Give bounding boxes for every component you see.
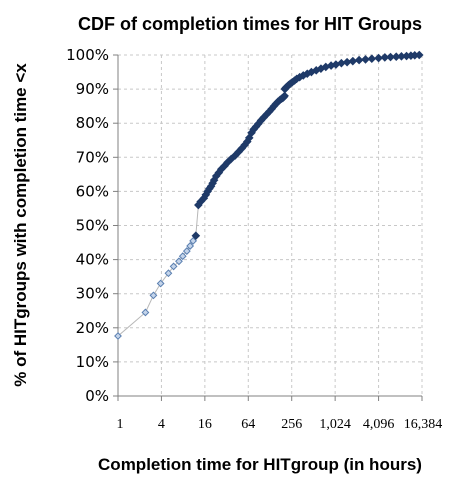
- x-tick-label: 1,024: [319, 417, 351, 432]
- y-tick-label: 40%: [76, 251, 109, 269]
- data-point: [182, 247, 191, 255]
- data-point: [280, 91, 289, 101]
- x-tick-label: 1: [117, 417, 124, 432]
- data-point: [354, 55, 364, 65]
- data-point: [141, 308, 150, 317]
- data-point: [114, 332, 122, 340]
- data-point: [367, 54, 377, 64]
- x-tick-label: 64: [241, 417, 255, 432]
- x-tick-label: 4: [158, 417, 165, 432]
- data-point: [361, 55, 370, 64]
- data-point: [149, 291, 158, 300]
- data-point: [156, 279, 165, 288]
- data-point: [189, 236, 198, 245]
- y-axis-label: % of HITgroups with completion time <x: [11, 63, 30, 387]
- data-point: [374, 53, 383, 63]
- y-tick-label: 100%: [66, 46, 109, 64]
- data-point: [414, 50, 424, 60]
- data-point: [186, 242, 195, 250]
- y-tick-label: 30%: [76, 285, 109, 303]
- data-point: [175, 257, 183, 266]
- data-series: [114, 50, 424, 340]
- y-tick-label: 70%: [76, 148, 109, 166]
- y-tick-label: 50%: [76, 217, 109, 235]
- x-axis-label: Completion time for HITgroup (in hours): [98, 455, 422, 474]
- x-tick-label: 16: [198, 417, 212, 432]
- data-point: [178, 252, 187, 261]
- y-tick-labels: 0% 10% 20% 30% 40% 50% 60% 70% 80% 90% 100%: [66, 46, 109, 405]
- x-tick-label: 16,384: [404, 417, 443, 432]
- y-tick-label: 90%: [76, 80, 109, 98]
- y-tick-label: 0%: [85, 387, 109, 405]
- data-point: [164, 269, 173, 278]
- axes: [113, 54, 423, 401]
- x-tick-label: 256: [281, 417, 302, 432]
- y-tick-label: 80%: [76, 114, 109, 132]
- data-point: [348, 56, 358, 66]
- data-point: [191, 231, 201, 241]
- chart-title: CDF of completion times for HIT Groups: [78, 14, 422, 34]
- y-tick-label: 10%: [76, 353, 109, 371]
- x-tick-label: 4,096: [363, 417, 395, 432]
- y-tick-label: 20%: [76, 319, 109, 337]
- grid-lines: [118, 54, 423, 396]
- x-tick-labels: 1 4 16 64 256 1,024 4,096 16,384: [117, 417, 443, 432]
- y-tick-label: 60%: [76, 182, 109, 200]
- data-point: [169, 262, 178, 271]
